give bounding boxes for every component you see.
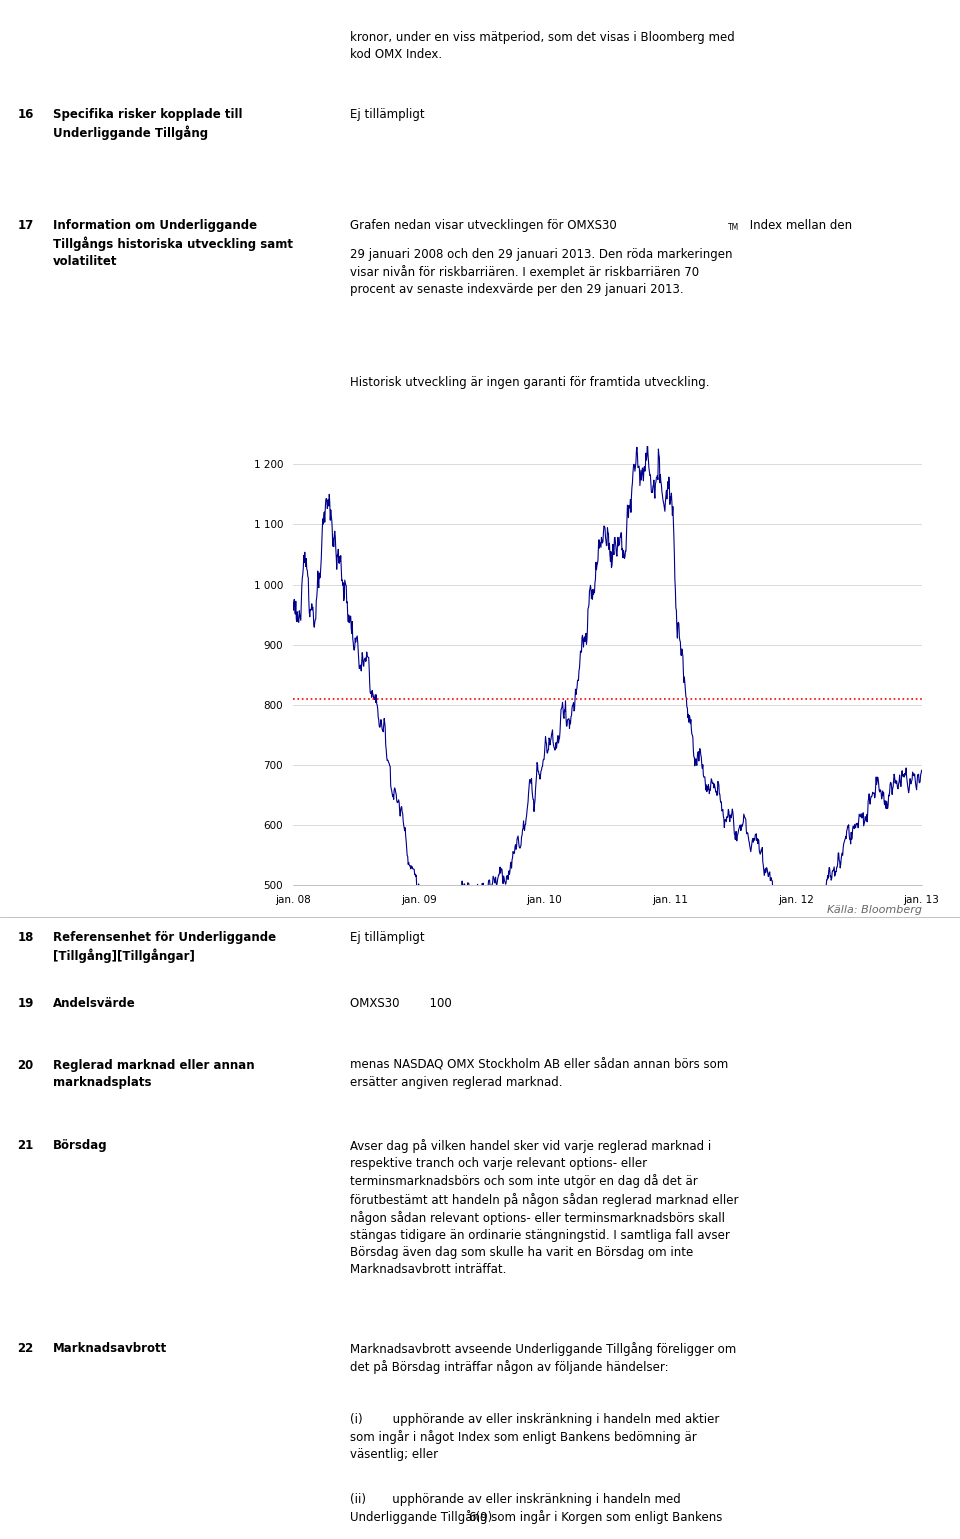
Text: 29 januari 2008 och den 29 januari 2013. Den röda markeringen
visar nivån för ri: 29 januari 2008 och den 29 januari 2013.…	[350, 248, 732, 295]
Text: Information om Underliggande
Tillgångs historiska utveckling samt
volatilitet: Information om Underliggande Tillgångs h…	[53, 219, 293, 268]
Text: 22: 22	[17, 1342, 34, 1354]
Text: kronor, under en viss mätperiod, som det visas i Bloomberg med
kod OMX Index.: kronor, under en viss mätperiod, som det…	[350, 31, 735, 60]
Text: Grafen nedan visar utvecklingen för OMXS30: Grafen nedan visar utvecklingen för OMXS…	[350, 219, 617, 231]
Text: (ii)       upphörande av eller inskränkning i handeln med
Underliggande Tillgång: (ii) upphörande av eller inskränkning i …	[350, 1493, 723, 1524]
Text: TM: TM	[728, 223, 739, 232]
Text: Index mellan den: Index mellan den	[746, 219, 852, 231]
Text: Källa: Bloomberg: Källa: Bloomberg	[827, 905, 922, 914]
Text: menas NASDAQ OMX Stockholm AB eller sådan annan börs som
ersätter angiven regler: menas NASDAQ OMX Stockholm AB eller såda…	[350, 1059, 729, 1088]
Text: OMXS30        100: OMXS30 100	[350, 997, 452, 1010]
Text: Ej tillämpligt: Ej tillämpligt	[350, 931, 425, 943]
Text: 6(9): 6(9)	[468, 1511, 492, 1524]
Text: Börsdag: Börsdag	[53, 1139, 108, 1151]
Text: 18: 18	[17, 931, 34, 943]
Text: Ej tillämpligt: Ej tillämpligt	[350, 108, 425, 120]
Text: 17: 17	[17, 219, 34, 231]
Text: Andelsvärde: Andelsvärde	[53, 997, 135, 1010]
Text: 20: 20	[17, 1059, 34, 1071]
Text: 21: 21	[17, 1139, 34, 1151]
Text: Referensenhet för Underliggande
[Tillgång][Tillgångar]: Referensenhet för Underliggande [Tillgån…	[53, 931, 276, 963]
Text: 16: 16	[17, 108, 34, 120]
Text: Specifika risker kopplade till
Underliggande Tillgång: Specifika risker kopplade till Underligg…	[53, 108, 242, 140]
Text: Marknadsavbrott avseende Underliggande Tillgång föreligger om
det på Börsdag int: Marknadsavbrott avseende Underliggande T…	[350, 1342, 736, 1374]
Text: (i)        upphörande av eller inskränkning i handeln med aktier
som ingår i någ: (i) upphörande av eller inskränkning i h…	[350, 1413, 720, 1461]
Text: 19: 19	[17, 997, 34, 1010]
Text: Avser dag på vilken handel sker vid varje reglerad marknad i
respektive tranch o: Avser dag på vilken handel sker vid varj…	[350, 1139, 739, 1276]
Text: Historisk utveckling är ingen garanti för framtida utveckling.: Historisk utveckling är ingen garanti fö…	[350, 376, 709, 388]
Text: Reglerad marknad eller annan
marknadsplats: Reglerad marknad eller annan marknadspla…	[53, 1059, 254, 1088]
Text: Marknadsavbrott: Marknadsavbrott	[53, 1342, 167, 1354]
